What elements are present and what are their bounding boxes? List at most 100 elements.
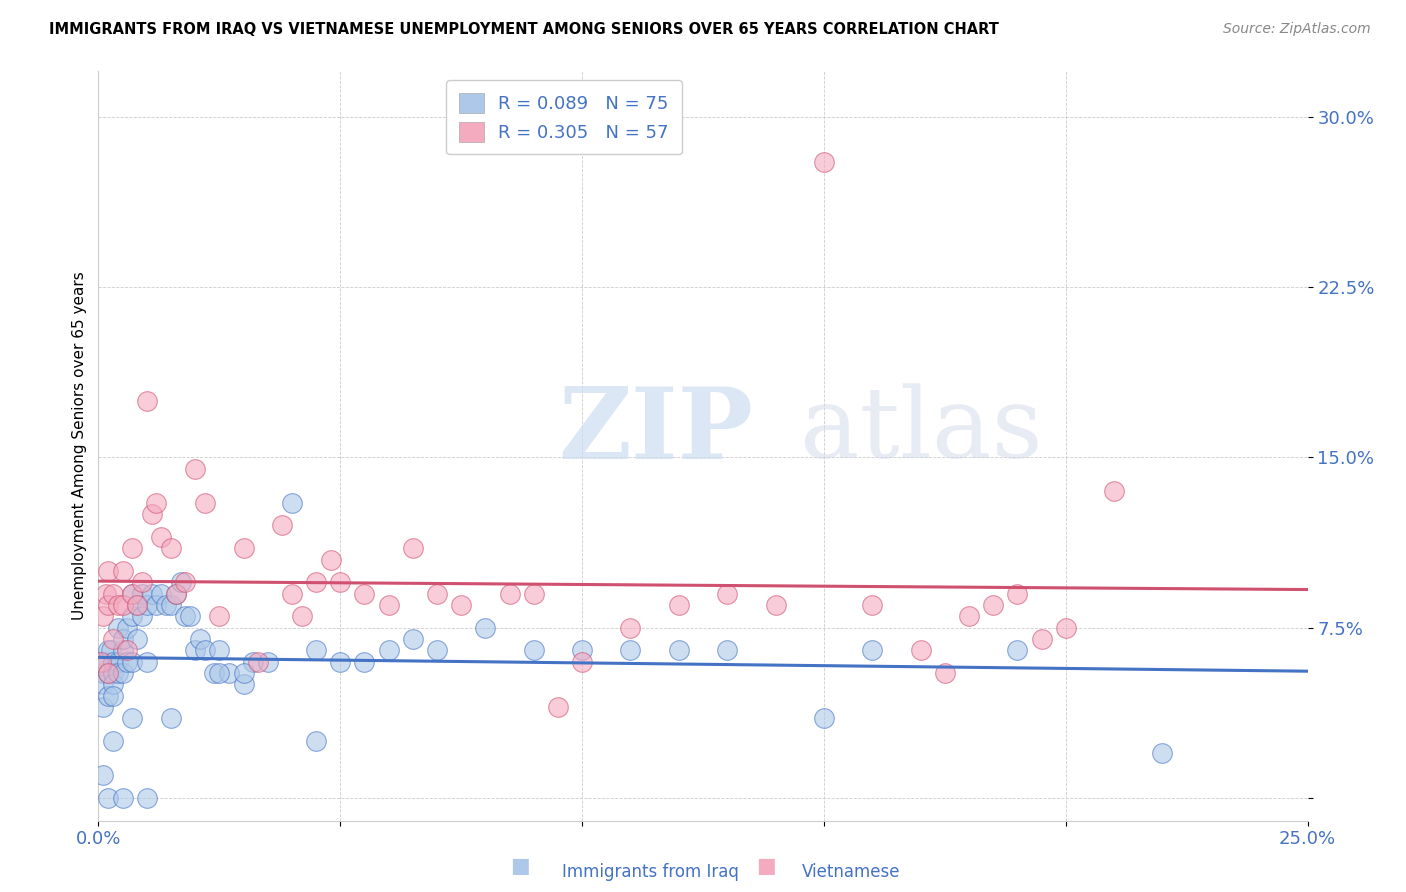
Text: ■: ■ (756, 856, 776, 876)
Point (111, 643, 134, 657)
Point (571, 643, 593, 657)
Point (981, 598, 1004, 612)
Point (94, 586, 117, 600)
Text: Source: ZipAtlas.com: Source: ZipAtlas.com (1223, 22, 1371, 37)
Point (141, 507, 163, 521)
Point (813, 711, 835, 725)
Point (1007, 586, 1029, 600)
Point (474, 621, 496, 635)
Point (860, 643, 883, 657)
Point (97, 598, 120, 612)
Point (305, 734, 328, 748)
Point (957, 609, 980, 624)
Point (111, 598, 134, 612)
Point (353, 586, 375, 600)
Point (716, 586, 738, 600)
Point (91, 768, 114, 782)
Point (121, 541, 143, 556)
Point (498, 586, 520, 600)
Point (860, 598, 883, 612)
Point (765, 598, 787, 612)
Point (426, 643, 449, 657)
Point (150, 586, 173, 600)
Point (169, 575, 191, 590)
Point (208, 609, 231, 624)
Point (111, 632, 134, 646)
Point (101, 734, 124, 748)
Point (377, 643, 399, 657)
Point (290, 609, 312, 624)
Point (547, 700, 569, 714)
Point (141, 586, 163, 600)
Point (131, 609, 153, 624)
Point (101, 632, 124, 646)
Point (101, 677, 124, 691)
Point (117, 621, 139, 635)
Point (117, 655, 139, 669)
Point (668, 598, 690, 612)
Point (107, 666, 129, 681)
Point (107, 598, 129, 612)
Point (135, 655, 157, 669)
Y-axis label: Unemployment Among Seniors over 65 years: Unemployment Among Seniors over 65 years (72, 272, 87, 620)
Point (145, 496, 167, 510)
Point (111, 564, 134, 578)
Point (111, 791, 134, 805)
Point (131, 575, 153, 590)
Point (523, 643, 546, 657)
Text: atlas: atlas (800, 384, 1042, 479)
Point (1152, 746, 1174, 760)
Point (121, 586, 143, 600)
Point (101, 586, 124, 600)
Point (127, 632, 149, 646)
Point (121, 586, 143, 600)
Point (165, 586, 187, 600)
Point (107, 621, 129, 635)
Point (1054, 621, 1077, 635)
Point (353, 655, 375, 669)
Point (91, 677, 114, 691)
Point (97, 689, 120, 703)
Point (319, 552, 342, 566)
Point (232, 666, 254, 681)
Point (97, 643, 120, 657)
Point (160, 711, 183, 725)
Point (97, 564, 120, 578)
Point (145, 598, 167, 612)
Point (184, 643, 207, 657)
Point (121, 655, 143, 669)
Point (208, 666, 231, 681)
Point (305, 575, 328, 590)
Point (101, 666, 124, 681)
Point (97, 791, 120, 805)
Point (121, 711, 143, 725)
Point (619, 643, 641, 657)
Point (174, 609, 197, 624)
Point (150, 530, 173, 544)
Point (668, 643, 690, 657)
Point (131, 586, 153, 600)
Point (256, 655, 278, 669)
Point (127, 598, 149, 612)
Point (232, 677, 254, 691)
Point (523, 586, 546, 600)
Point (135, 393, 157, 408)
Point (271, 518, 294, 533)
Point (160, 541, 183, 556)
Point (281, 496, 304, 510)
Point (117, 643, 139, 657)
Point (716, 643, 738, 657)
Point (91, 666, 114, 681)
Point (94, 655, 117, 669)
Point (97, 666, 120, 681)
Point (135, 791, 157, 805)
Point (188, 632, 211, 646)
Point (100, 643, 122, 657)
Point (1102, 484, 1125, 499)
Point (571, 655, 593, 669)
Point (204, 666, 226, 681)
Point (194, 496, 217, 510)
Point (90, 655, 112, 669)
Point (450, 598, 472, 612)
Point (329, 575, 352, 590)
